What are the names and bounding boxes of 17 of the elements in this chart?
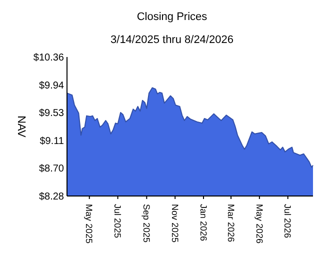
x-tick-label: Jan 2026 (198, 204, 208, 242)
y-axis-title: NAV (15, 116, 27, 138)
x-tick-label: May 2025 (84, 204, 94, 244)
x-tick-label: Nov 2025 (170, 204, 180, 243)
chart-title: Closing Prices (136, 11, 208, 23)
x-tick-label: Jul 2025 (112, 204, 123, 238)
y-tick-label: $10.36 (33, 52, 64, 64)
y-tick-label: $9.11 (40, 136, 64, 148)
y-tick-label: $9.53 (38, 108, 64, 119)
chart-subtitle: 3/14/2025 thru 8/24/2026 (110, 34, 234, 46)
y-tick-label: $9.94 (38, 80, 64, 92)
y-tick-label: $8.70 (38, 163, 64, 174)
x-tick-label: May 2026 (254, 204, 264, 244)
x-tick-label: Jul 2026 (282, 204, 293, 238)
x-tick-label: Mar 2026 (226, 204, 236, 242)
x-tick-label: Sep 2025 (142, 204, 152, 243)
y-tick-label: $8.28 (38, 192, 64, 202)
